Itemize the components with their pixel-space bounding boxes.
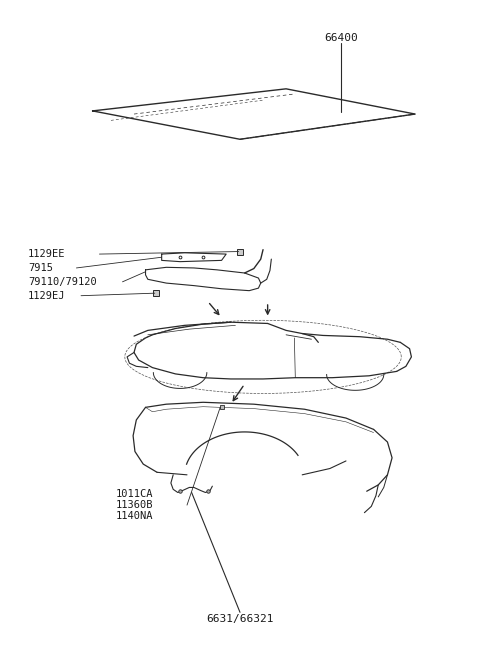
Text: 1140NA: 1140NA [116, 511, 153, 522]
Text: 79110/79120: 79110/79120 [28, 277, 97, 287]
Text: 1129EJ: 1129EJ [28, 290, 66, 301]
Text: 66400: 66400 [324, 34, 358, 43]
Text: 1129EE: 1129EE [28, 249, 66, 259]
Text: 6631/66321: 6631/66321 [206, 614, 274, 623]
Text: 7915: 7915 [28, 263, 53, 273]
Text: 11360B: 11360B [116, 500, 153, 510]
Text: 1011CA: 1011CA [116, 489, 153, 499]
